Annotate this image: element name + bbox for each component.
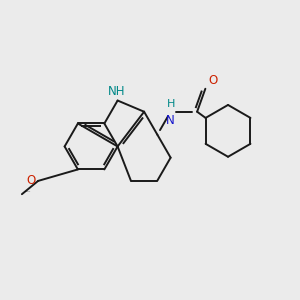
Text: O: O [26,174,35,188]
Text: N: N [166,114,175,127]
Text: NH: NH [107,85,125,98]
Text: methoxy: methoxy [25,191,31,193]
Text: H: H [167,99,175,109]
Text: O: O [208,74,218,87]
